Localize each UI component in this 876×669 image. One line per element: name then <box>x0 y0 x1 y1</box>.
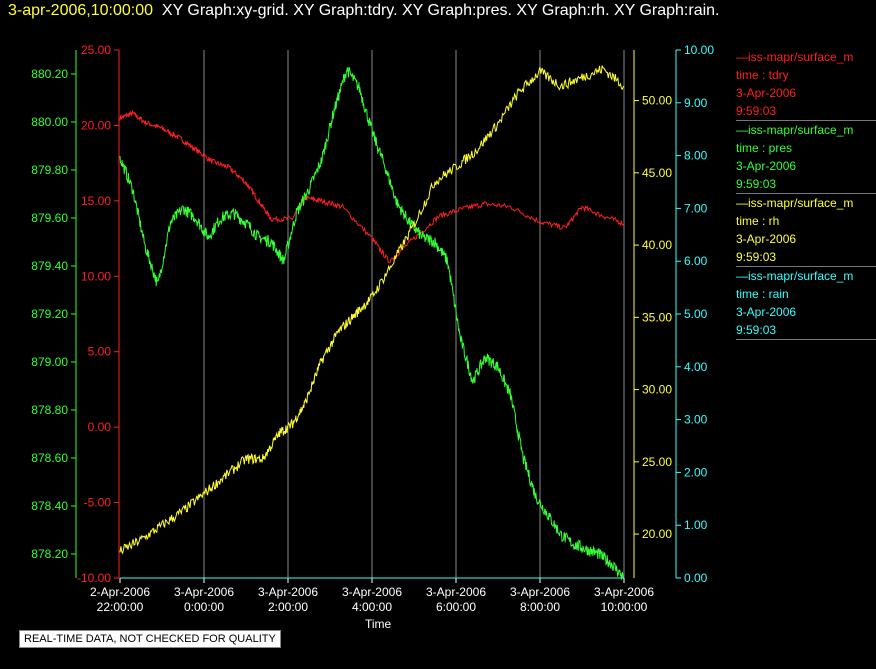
x-tick-label-time: 4:00:00 <box>352 600 392 614</box>
pres-tick-label: 880.20 <box>31 67 68 81</box>
legend-line1: —iss-mapr/surface_m <box>736 196 854 210</box>
rh-tick-label: 40.00 <box>642 238 672 252</box>
legend-line4: 9:59:03 <box>736 104 777 118</box>
pres-tick-label: 879.00 <box>31 355 68 369</box>
rain-tick-label: 1.00 <box>684 518 708 532</box>
rain-tick-label: 2.00 <box>684 465 708 479</box>
rh-tick-label: 50.00 <box>642 94 672 108</box>
legend-line1: —iss-mapr/surface_m <box>736 269 854 283</box>
header-graph-list: XY Graph:xy-grid. XY Graph:tdry. XY Grap… <box>161 2 720 19</box>
legend-line3: 3-Apr-2006 <box>736 159 797 173</box>
quality-note: REAL-TIME DATA, NOT CHECKED FOR QUALITY <box>19 630 281 648</box>
legend-line3: 3-Apr-2006 <box>736 232 797 246</box>
legend-separator <box>736 193 876 194</box>
legend-line2: time : rh <box>736 214 780 228</box>
x-tick-label-date: 2-Apr-2006 <box>90 585 150 599</box>
rain-tick-label: 7.00 <box>684 201 708 215</box>
legend-line4: 9:59:03 <box>736 323 777 337</box>
tdry-tick-label: 25.00 <box>81 43 111 57</box>
rain-tick-label: 5.00 <box>684 307 708 321</box>
pres-tick-label: 879.40 <box>31 259 68 273</box>
legend-line4: 9:59:03 <box>736 177 777 191</box>
legend-separator <box>736 266 876 267</box>
x-tick-label-date: 3-Apr-2006 <box>426 585 486 599</box>
legend-line2: time : rain <box>736 287 789 301</box>
x-tick-label-time: 6:00:00 <box>436 600 476 614</box>
series-line-pres <box>119 66 625 581</box>
tdry-tick-label: -10.00 <box>77 571 111 585</box>
series-line-tdry <box>119 109 625 264</box>
x-tick-label-time: 8:00:00 <box>520 600 560 614</box>
rain-tick-label: 8.00 <box>684 149 708 163</box>
pres-tick-label: 878.20 <box>31 547 68 561</box>
tdry-tick-label: 20.00 <box>81 118 111 132</box>
pres-tick-label: 879.80 <box>31 163 68 177</box>
legend-line1: —iss-mapr/surface_m <box>736 123 854 137</box>
pres-tick-label: 878.40 <box>31 499 68 513</box>
rain-tick-label: 4.00 <box>684 360 708 374</box>
rh-tick-label: 25.00 <box>642 455 672 469</box>
legend-separator <box>736 120 876 121</box>
x-tick-label-time: 22:00:00 <box>97 600 144 614</box>
x-tick-label-date: 3-Apr-2006 <box>342 585 402 599</box>
legend-line2: time : tdry <box>736 68 789 82</box>
legend-line4: 9:59:03 <box>736 250 777 264</box>
rh-tick-label: 20.00 <box>642 527 672 541</box>
rh-tick-label: 35.00 <box>642 310 672 324</box>
rh-tick-label: 30.00 <box>642 383 672 397</box>
rain-tick-label: 6.00 <box>684 254 708 268</box>
tdry-tick-label: 15.00 <box>81 194 111 208</box>
tdry-tick-label: 10.00 <box>81 269 111 283</box>
x-tick-label-date: 3-Apr-2006 <box>174 585 234 599</box>
tdry-tick-label: 0.00 <box>88 420 112 434</box>
legend-line3: 3-Apr-2006 <box>736 86 797 100</box>
header-bar: 3-apr-2006,10:00:00 XY Graph:xy-grid. XY… <box>8 2 720 20</box>
rh-tick-label: 45.00 <box>642 166 672 180</box>
rain-tick-label: 10.00 <box>684 43 714 57</box>
x-tick-label-time: 10:00:00 <box>601 600 648 614</box>
pres-tick-label: 879.60 <box>31 211 68 225</box>
rain-tick-label: 9.00 <box>684 96 708 110</box>
x-tick-label-time: 0:00:00 <box>184 600 224 614</box>
header-datetime: 3-apr-2006,10:00:00 <box>8 2 153 19</box>
pres-tick-label: 880.00 <box>31 115 68 129</box>
series-line-rh <box>119 65 625 555</box>
pres-tick-label: 878.60 <box>31 451 68 465</box>
x-axis-title: Time <box>365 617 392 631</box>
legend-line1: —iss-mapr/surface_m <box>736 50 854 64</box>
legend-line2: time : pres <box>736 141 793 155</box>
tdry-tick-label: -5.00 <box>84 496 112 510</box>
x-tick-label-time: 2:00:00 <box>268 600 308 614</box>
legend-line3: 3-Apr-2006 <box>736 305 797 319</box>
x-tick-label-date: 3-Apr-2006 <box>258 585 318 599</box>
x-tick-label-date: 3-Apr-2006 <box>510 585 570 599</box>
rain-tick-label: 0.00 <box>684 571 708 585</box>
pres-tick-label: 879.20 <box>31 307 68 321</box>
tdry-tick-label: 5.00 <box>88 345 112 359</box>
rain-tick-label: 3.00 <box>684 413 708 427</box>
legend-separator <box>736 339 876 340</box>
pres-tick-label: 878.80 <box>31 403 68 417</box>
x-tick-label-date: 3-Apr-2006 <box>594 585 654 599</box>
legend: —iss-mapr/surface_m time : tdry 3-Apr-2006… <box>736 48 876 340</box>
